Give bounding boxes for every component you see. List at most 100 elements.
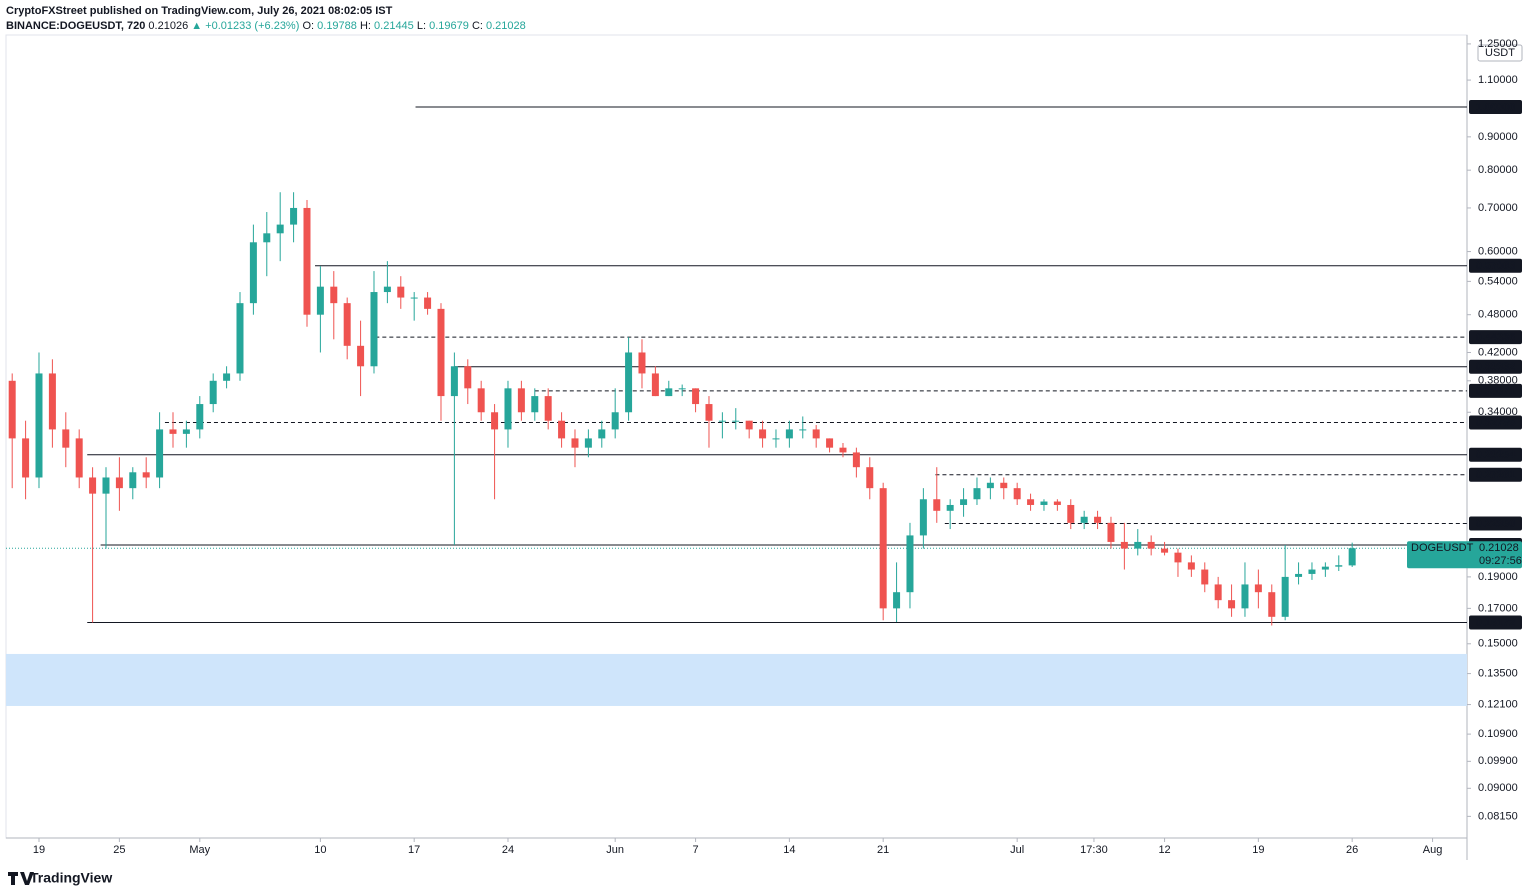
y-tick-label: 0.42000 [1478,346,1518,358]
candle-body [705,404,713,421]
candle-body [142,472,150,478]
y-tick-label: 0.54000 [1478,275,1518,287]
candle-body [558,420,566,439]
candle-body [35,373,43,478]
x-tick-label: 14 [783,844,795,856]
x-tick-label: 17 [408,844,420,856]
level-label-box [1469,258,1522,273]
ohlc-key: L: [417,20,426,32]
candle-body [477,388,485,413]
candle-body [1161,548,1169,553]
candle-body [1053,501,1061,505]
level-label: 0.32785 [1476,417,1516,429]
brand-name: TradingView [30,870,112,886]
candle-body [571,438,579,448]
x-tick-label: 21 [877,844,889,856]
candle-body [1174,552,1182,563]
ohlc-key: O: [302,20,314,32]
x-tick-label: 25 [113,844,125,856]
candle-body [1000,482,1008,489]
y-tick-label: 0.19000 [1478,571,1518,583]
candle-body [397,286,405,298]
candle-body [75,438,83,478]
candle-body [531,396,539,413]
y-tick-label: 0.09000 [1478,782,1518,794]
candle-body [785,429,793,439]
candle-body [1067,504,1075,523]
last-price: 0.21026 [148,20,188,32]
candle-body [1094,516,1102,523]
candle-body [450,366,458,397]
candle-body [316,286,324,315]
x-tick-label: 19 [33,844,45,856]
candle-body [1080,516,1088,523]
candle-body [249,242,257,304]
candle-body [209,380,217,405]
x-tick-label: 26 [1346,844,1358,856]
candle-body [866,467,874,489]
y-tick-label: 0.09900 [1478,755,1518,767]
symbol: BINANCE:DOGEUSDT, 720 [6,20,145,32]
candle-body [1228,600,1236,609]
candle-body [1254,584,1262,593]
candle-body [678,388,686,390]
symbol-text: BINANCE:DOGEUSDT, 720 0.21026 ▲ +0.01233… [6,20,526,32]
unit-box [1477,44,1523,62]
candle-body [1027,499,1035,505]
candle-body [263,233,271,243]
ohlc-value: 0.19679 [429,20,469,32]
level-label-box [1469,359,1522,374]
ohlc-key: C: [472,20,483,32]
candle-body [517,388,525,413]
brand: TradingView [8,870,112,886]
candle-body [343,303,351,346]
candle-body [1120,541,1128,549]
candle-body [1321,566,1329,570]
candle-body [1295,573,1303,577]
level-label: 0.16172 [1476,617,1516,629]
candle-body [1348,548,1356,566]
level-label-box [1469,100,1522,115]
y-tick-label: 0.80000 [1478,164,1518,176]
y-tick-label: 1.10000 [1478,74,1518,86]
candle-body [383,286,391,293]
level-label-box [1469,383,1522,398]
brand-logo [8,872,34,885]
candle-body [1241,584,1249,609]
candle-body [1040,501,1048,505]
candle-body [879,488,887,609]
candle-body [1187,562,1195,570]
candle-body [732,420,740,422]
level-label-box [1469,447,1522,462]
x-tick-label: Jun [606,844,624,856]
candle-body [236,303,244,374]
candle-body [129,472,137,489]
level-label-box [1469,615,1522,630]
candle-body [1335,565,1343,567]
y-tick-label: 1.25000 [1478,38,1518,50]
header-title: CryptoFXStreet published on TradingView.… [6,5,393,17]
candle-body [196,404,204,430]
candle-body [638,352,646,374]
candle-body [1281,576,1289,617]
candle-body [973,488,981,500]
candle-body [102,477,110,494]
y-tick-label: 0.60000 [1478,245,1518,257]
candle-body [759,429,767,439]
candle-body [812,429,820,439]
level-label: 0.57063 [1476,260,1516,272]
y-tick-label: 0.34000 [1478,406,1518,418]
candle-body [893,592,901,609]
x-tick-label: 24 [502,844,514,856]
candle-body [115,477,123,489]
y-tick-label: 0.10900 [1478,728,1518,740]
y-tick-label: 0.12100 [1478,698,1518,710]
candle-body [156,429,164,478]
level-label: 0.29254 [1476,449,1517,461]
symbol-line: BINANCE:DOGEUSDT, 720 0.21026 ▲ +0.01233… [6,20,526,32]
candle-body [1308,569,1316,574]
candle-body [22,438,30,478]
candle-body [1134,541,1142,549]
candle-body [745,420,753,430]
